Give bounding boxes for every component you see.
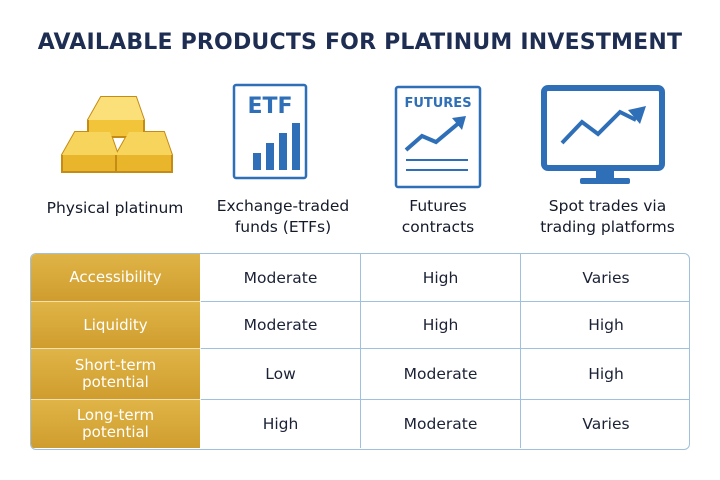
- futures-icon-text: FUTURES: [404, 96, 471, 111]
- product-label: Futures contracts: [401, 197, 475, 236]
- monitor-icon: [541, 85, 665, 184]
- row-label: Accessibility: [31, 254, 201, 302]
- table-cell: High: [361, 302, 521, 349]
- etf-icon-text: ETF: [247, 94, 292, 119]
- row-label: Long-term potential: [31, 400, 201, 448]
- table-cell: Varies: [521, 254, 689, 302]
- row-label: Liquidity: [31, 302, 201, 349]
- table-cell: High: [201, 400, 361, 448]
- comparison-table: Accessibility Moderate High Varies Liqui…: [30, 253, 690, 450]
- futures-icon: [394, 85, 482, 189]
- table-cell: Low: [201, 349, 361, 400]
- table-cell: Moderate: [361, 349, 521, 400]
- product-label: Exchange-traded funds (ETFs): [216, 197, 350, 236]
- etf-icon: [232, 83, 308, 180]
- table-cell: Varies: [582, 415, 630, 433]
- table-cell: High: [521, 349, 689, 400]
- title: AVAILABLE PRODUCTS FOR PLATINUM INVESTME…: [37, 30, 683, 55]
- table-cell: High: [521, 302, 689, 349]
- product-icons: ETF FUTURES: [61, 83, 665, 189]
- table-cell: High: [361, 254, 521, 302]
- gold-bars-icon: [61, 96, 173, 173]
- table-cell: Moderate: [361, 400, 521, 448]
- product-label: Physical platinum: [46, 199, 184, 217]
- row-label: Short-term potential: [31, 349, 201, 400]
- table-cell: Moderate: [201, 302, 361, 349]
- table-cell: Moderate: [201, 254, 361, 302]
- product-label: Spot trades via trading platforms: [540, 197, 675, 236]
